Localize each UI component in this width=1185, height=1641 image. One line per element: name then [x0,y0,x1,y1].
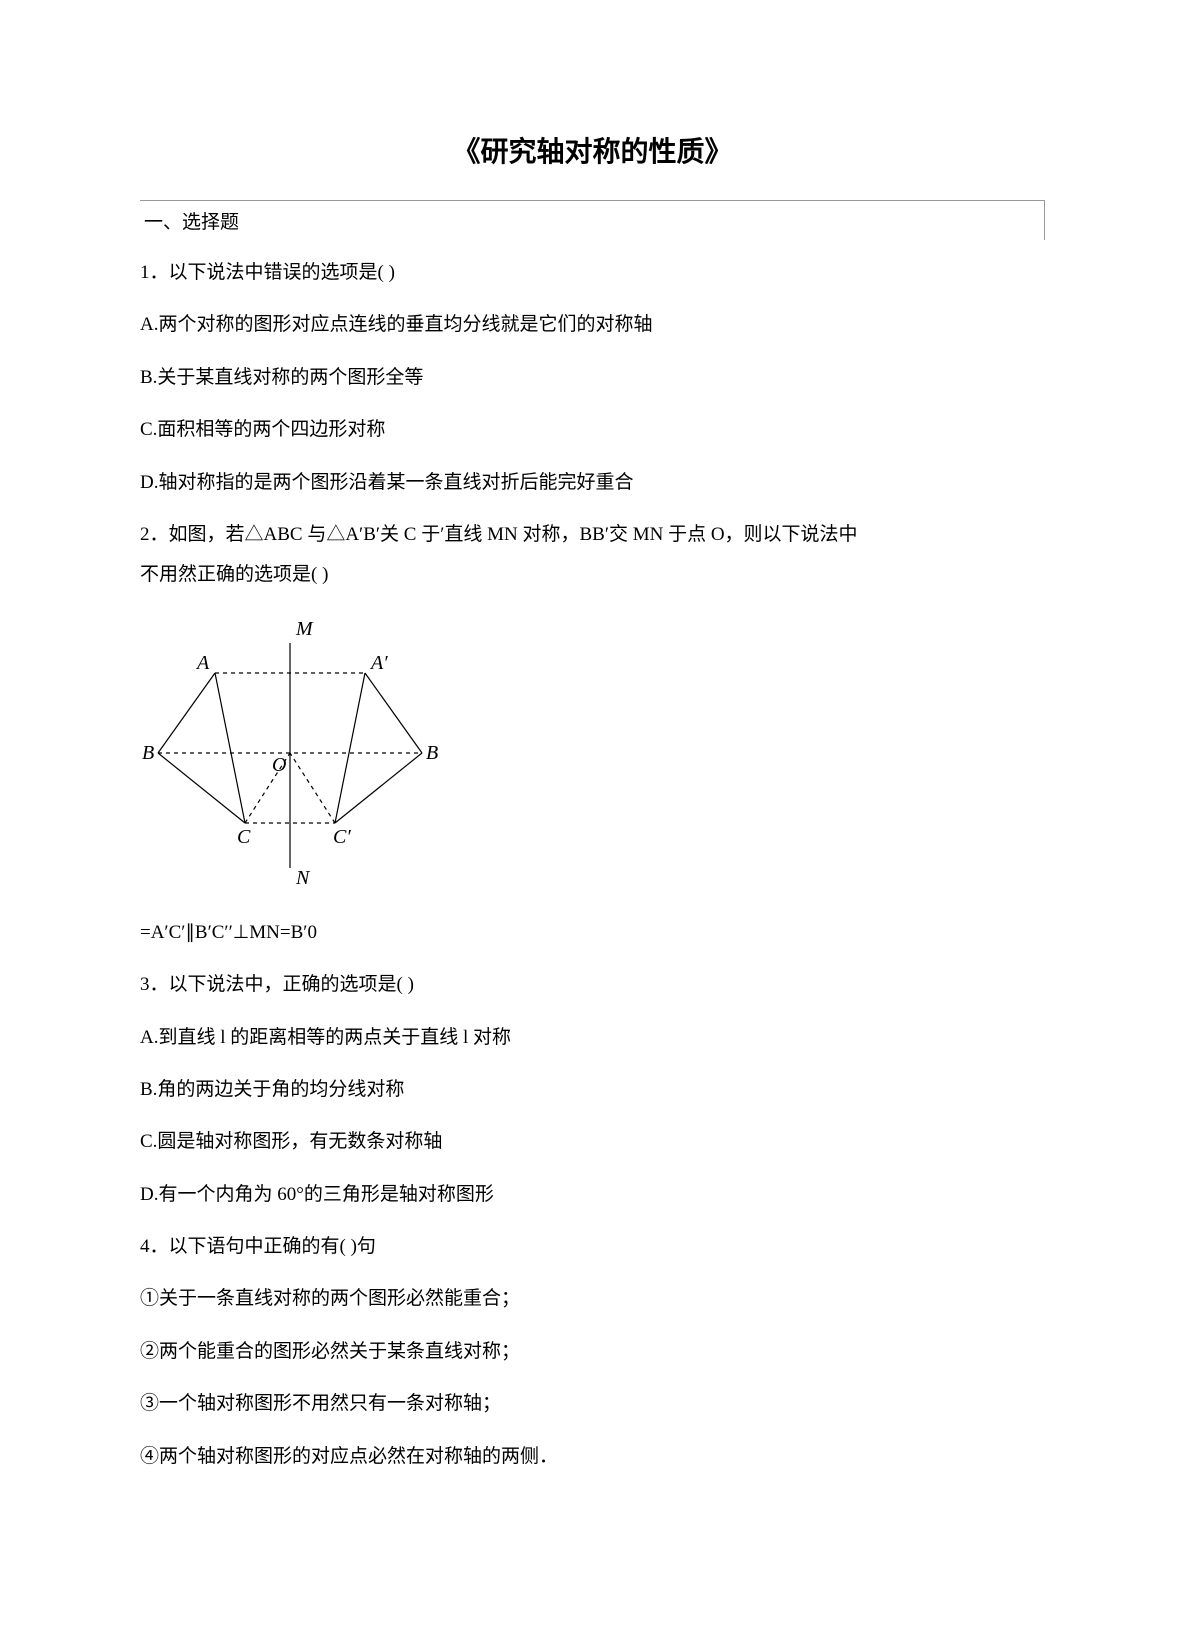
symmetry-diagram: M N A A′ B B′ C C′ O [140,613,440,893]
page-title: 《研究轴对称的性质》 [140,130,1045,170]
q1-option-c: C.面积相等的两个四边形对称 [140,415,1045,445]
svg-text:B: B [142,742,154,764]
svg-text:B′: B′ [426,742,440,764]
svg-text:A: A [195,652,210,674]
svg-text:C′: C′ [333,826,351,848]
svg-text:A′: A′ [369,652,388,674]
svg-text:M: M [295,618,314,640]
section-header: 一、选择题 [140,200,1045,240]
q4-statement-2: ②两个能重合的图形必然关于某条直线对称； [140,1337,1045,1367]
q3-option-c: C.圆是轴对称图形，有无数条对称轴 [140,1127,1045,1157]
q2-stem-line1: 2．如图，若△ABC 与△A′B′关 C 于′直线 MN 对称，BB′交 MN … [140,520,1045,550]
q4-statement-3: ③一个轴对称图形不用然只有一条对称轴； [140,1389,1045,1419]
q3-option-a: A.到直线 l 的距离相等的两点关于直线 l 对称 [140,1023,1045,1053]
q2-after-figure-line: =A′C′∥B′C′′⊥MN=B′0 [140,918,1045,948]
q3-option-d: D.有一个内角为 60°的三角形是轴对称图形 [140,1180,1045,1210]
q1-stem: 1．以下说法中错误的选项是( ) [140,258,1045,288]
svg-text:C: C [237,826,251,848]
q4-statement-4: ④两个轴对称图形的对应点必然在对称轴的两侧． [140,1442,1045,1472]
q4-stem: 4．以下语句中正确的有( )句 [140,1232,1045,1262]
q3-option-b: B.角的两边关于角的均分线对称 [140,1075,1045,1105]
q1-option-b: B.关于某直线对称的两个图形全等 [140,363,1045,393]
q2-figure: M N A A′ B B′ C C′ O [140,613,1045,898]
svg-text:N: N [295,867,311,889]
q1-option-d: D.轴对称指的是两个图形沿着某一条直线对折后能完好重合 [140,468,1045,498]
q2-stem-line2: 不用然正确的选项是( ) [140,560,1045,590]
svg-text:O: O [272,754,286,776]
q1-option-a: A.两个对称的图形对应点连线的垂直均分线就是它们的对称轴 [140,310,1045,340]
q4-statement-1: ①关于一条直线对称的两个图形必然能重合； [140,1284,1045,1314]
q3-stem: 3．以下说法中，正确的选项是( ) [140,970,1045,1000]
